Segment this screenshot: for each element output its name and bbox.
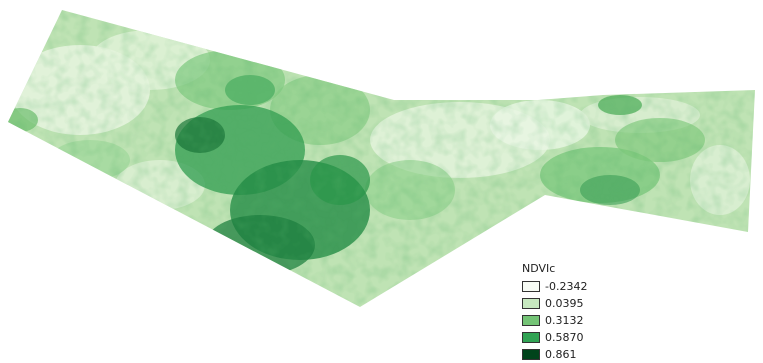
legend-swatch	[522, 315, 540, 326]
legend-swatch	[522, 298, 540, 309]
legend-label: 0.5870	[545, 331, 584, 344]
map-legend: NDVIc -0.2342 0.0395 0.3132 0.5870 0.861	[522, 262, 642, 363]
legend-entry: -0.2342	[522, 278, 642, 295]
legend-swatch	[522, 332, 540, 343]
legend-title: NDVIc	[522, 262, 556, 275]
legend-entry: 0.861	[522, 346, 642, 363]
legend-swatch	[522, 281, 540, 292]
legend-label: -0.2342	[545, 280, 588, 293]
legend-swatch	[522, 349, 540, 360]
legend-label: 0.3132	[545, 314, 584, 327]
legend-label: 0.0395	[545, 297, 584, 310]
legend-label: 0.861	[545, 348, 577, 361]
legend-entry: 0.0395	[522, 295, 642, 312]
legend-entry: 0.3132	[522, 312, 642, 329]
legend-entry: 0.5870	[522, 329, 642, 346]
